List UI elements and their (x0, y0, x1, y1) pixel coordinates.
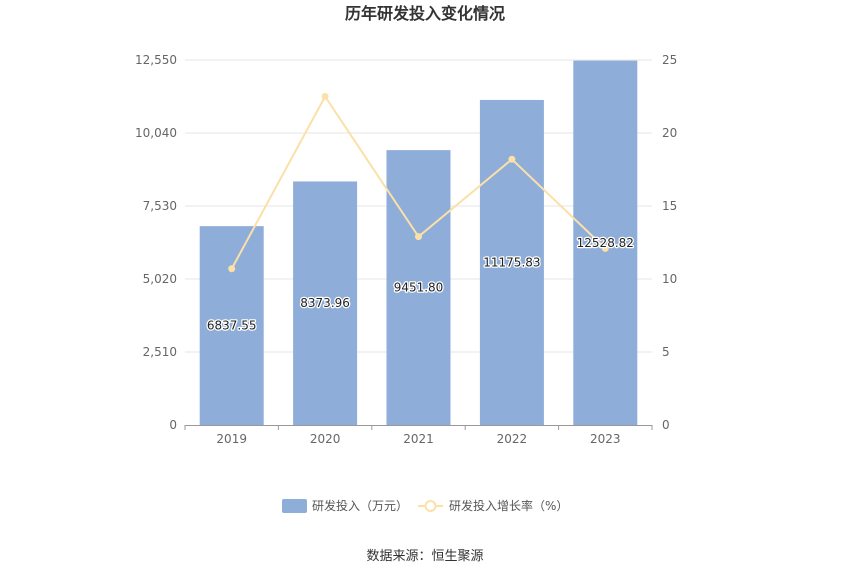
right-tick-label: 5 (662, 345, 670, 359)
bar (573, 60, 638, 425)
x-tick-label: 2023 (590, 432, 621, 446)
bar-series (199, 60, 638, 426)
bar (293, 181, 358, 425)
right-tick-label: 15 (662, 199, 677, 213)
data-source-note: 数据来源：恒生聚源 (366, 549, 483, 564)
bar-data-labels: 6837.55 8373.96 9451.80 11175.83 12528.82 (206, 235, 636, 334)
right-tick-label: 10 (662, 272, 677, 286)
growth-rate-point (321, 93, 329, 100)
chart-title: 历年研发投入变化情况 (345, 4, 505, 23)
bar-value-label: 8373.96 (300, 296, 350, 310)
legend-swatch-marker (424, 500, 437, 512)
left-tick-label: 5,020 (143, 272, 177, 286)
right-tick-label: 0 (662, 418, 670, 432)
right-tick-label: 20 (662, 126, 677, 140)
right-axis-ticks: 0 5 10 15 20 25 (662, 53, 677, 432)
left-axis-ticks: 0 2,510 5,020 7,530 10,040 12,550 (135, 53, 177, 432)
legend-label-bar: 研发投入（万元） (312, 498, 408, 513)
right-tick-label: 25 (662, 53, 677, 67)
legend-label-line: 研发投入增长率（%） (449, 498, 568, 513)
left-tick-label: 10,040 (135, 126, 177, 140)
bar-value-label: 11175.83 (483, 255, 540, 269)
left-tick-label: 0 (169, 418, 177, 432)
growth-rate-point (508, 155, 516, 163)
x-tick-label: 2021 (403, 432, 434, 446)
bar (199, 226, 264, 425)
bar (479, 99, 544, 426)
growth-rate-point (415, 233, 422, 241)
legend-swatch-bar (282, 499, 307, 513)
x-tick-label: 2020 (310, 432, 341, 446)
bar (386, 150, 451, 426)
left-tick-label: 2,510 (143, 345, 177, 359)
growth-rate-point (228, 265, 236, 273)
bar-value-label: 9451.80 (394, 281, 444, 295)
left-tick-label: 7,530 (143, 199, 177, 213)
x-tick-label: 2019 (216, 432, 247, 446)
bar-value-label: 6837.55 (207, 319, 257, 333)
x-axis: 2019 2020 2021 2022 2023 (184, 425, 653, 446)
legend[interactable]: 研发投入（万元） 研发投入增长率（%） (282, 498, 568, 513)
line-series (228, 93, 609, 273)
x-tick-label: 2022 (497, 432, 528, 446)
bar-value-label: 12528.82 (577, 236, 634, 250)
growth-rate-point (601, 244, 609, 252)
left-tick-label: 12,550 (135, 53, 177, 67)
